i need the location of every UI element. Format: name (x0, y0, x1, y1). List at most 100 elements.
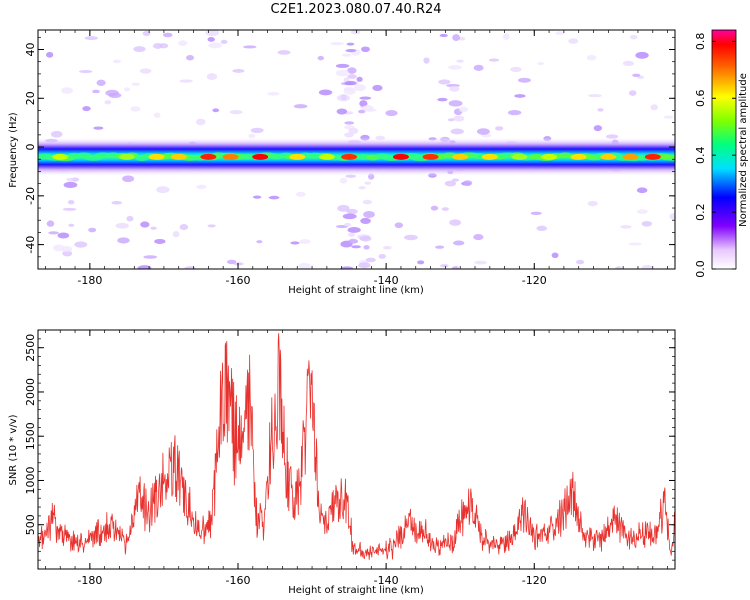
heatmap-speckle (364, 181, 372, 185)
heatmap-speckle (299, 239, 311, 244)
x-tick-label: -120 (522, 274, 547, 287)
heatmap-speckle (290, 241, 300, 245)
heatmap-speckle (207, 224, 216, 228)
heatmap-speckle (152, 42, 163, 49)
heatmap-speckle (378, 253, 386, 259)
heatmap-speckle (358, 262, 371, 269)
heatmap-hotspot (252, 153, 269, 160)
heatmap-speckle (537, 61, 545, 66)
heatmap-speckle (343, 86, 354, 91)
heatmap-layer (38, 30, 675, 269)
heatmap-speckle (473, 233, 484, 241)
heatmap-speckle (348, 127, 359, 135)
heatmap-speckle (295, 191, 306, 197)
heatmap-speckle (435, 245, 445, 249)
heatmap-speckle (423, 57, 430, 64)
colorbar-tick-label: 0.4 (694, 146, 707, 164)
heatmap-speckle (453, 115, 465, 122)
heatmap-speckle (404, 234, 418, 241)
heatmap-speckle (212, 108, 220, 113)
heatmap-speckle (233, 262, 244, 266)
x-tick-label: -180 (77, 274, 102, 287)
heatmap-speckle (488, 58, 500, 62)
heatmap-speckle (112, 59, 122, 64)
heatmap-speckle (179, 79, 193, 83)
heatmap-speckle (66, 177, 74, 182)
heatmap-speckle (48, 231, 59, 235)
snr-series-line (38, 333, 675, 560)
heatmap-speckle (195, 118, 206, 126)
y-tick-label: 500 (24, 514, 37, 535)
colorbar-tick-label: 0.2 (694, 203, 707, 221)
heatmap-speckle (126, 215, 134, 222)
heatmap-hotspot (622, 153, 639, 160)
heatmap-speckle (340, 266, 354, 269)
heatmap-speckle (50, 130, 63, 138)
heatmap-speckle (93, 126, 104, 130)
colorbar-gradient (711, 29, 737, 270)
heatmap-speckle (586, 55, 597, 61)
heatmap-speckle (641, 220, 652, 227)
heatmap-speckle (156, 186, 170, 194)
heatmap-speckle (510, 66, 522, 73)
heatmap-speckle (57, 232, 70, 239)
heatmap-speckle (353, 84, 366, 92)
snr-frame (37, 329, 676, 570)
colorbar-tick-label: 0.8 (694, 33, 707, 51)
heatmap-speckle (143, 255, 158, 259)
heatmap-speckle (84, 36, 98, 41)
heatmap-speckle (336, 108, 348, 115)
heatmap-speckle (463, 180, 473, 186)
heatmap-speckle (365, 257, 376, 263)
heatmap-speckle (46, 51, 54, 58)
heatmap-speckle (444, 180, 457, 187)
heatmap-speckle (350, 30, 361, 35)
heatmap-speckle (154, 238, 166, 244)
heatmap-speckle (347, 67, 357, 74)
top-y-axis: 40 20 0 -20 -40 (24, 36, 675, 270)
heatmap-speckle (252, 195, 262, 199)
heatmap-speckle (342, 213, 357, 220)
heatmap-hotspot (52, 153, 69, 160)
heatmap-speckle (318, 89, 333, 96)
heatmap-speckle (555, 31, 565, 35)
heatmap-speckle (394, 222, 404, 229)
heatmap-speckle (372, 84, 383, 91)
heatmap-speckle (150, 226, 157, 230)
heatmap-speckle (635, 51, 649, 59)
heatmap-speckle (131, 82, 141, 86)
heatmap-speckle (576, 259, 585, 265)
heatmap-speckle (317, 55, 325, 61)
heatmap-speckle (451, 178, 460, 182)
colorbar-label: Normalized spectral amplitude (738, 73, 749, 227)
heatmap-speckle (68, 223, 75, 227)
heatmap-speckle (337, 204, 350, 212)
heatmap-speckle (256, 240, 263, 244)
heatmap-speckle (248, 133, 256, 139)
heatmap-speckle (530, 211, 542, 216)
bottom-x-axis: -180 -160 -140 -120 (45, 330, 668, 587)
heatmap-speckle (450, 128, 464, 135)
heatmap-speckle (277, 50, 291, 55)
heatmap-speckle (133, 46, 146, 52)
heatmap-speckle (344, 121, 355, 125)
heatmap-speckle (341, 53, 352, 57)
heatmap-speckle (456, 59, 464, 63)
heatmap-hotspot (170, 153, 187, 160)
y-tick-label: 40 (24, 43, 37, 57)
heatmap-hotspot (341, 153, 358, 160)
heatmap-speckle (358, 186, 366, 190)
heatmap-speckle (61, 87, 74, 94)
heatmap-speckle (346, 208, 358, 215)
heatmap-speckle (207, 36, 215, 42)
heatmap-speckle (122, 175, 135, 183)
heatmap-speckle (449, 85, 460, 92)
top-x-axis-label: Height of straight line (km) (288, 285, 424, 296)
heatmap-speckle (650, 104, 658, 111)
heatmap-hotspot (422, 153, 439, 160)
heatmap-speckle (186, 54, 194, 61)
heatmap-speckle (447, 118, 455, 122)
heatmap-speckle (441, 207, 449, 211)
heatmap-speckle (344, 222, 352, 227)
heatmap-speckle (140, 221, 150, 228)
